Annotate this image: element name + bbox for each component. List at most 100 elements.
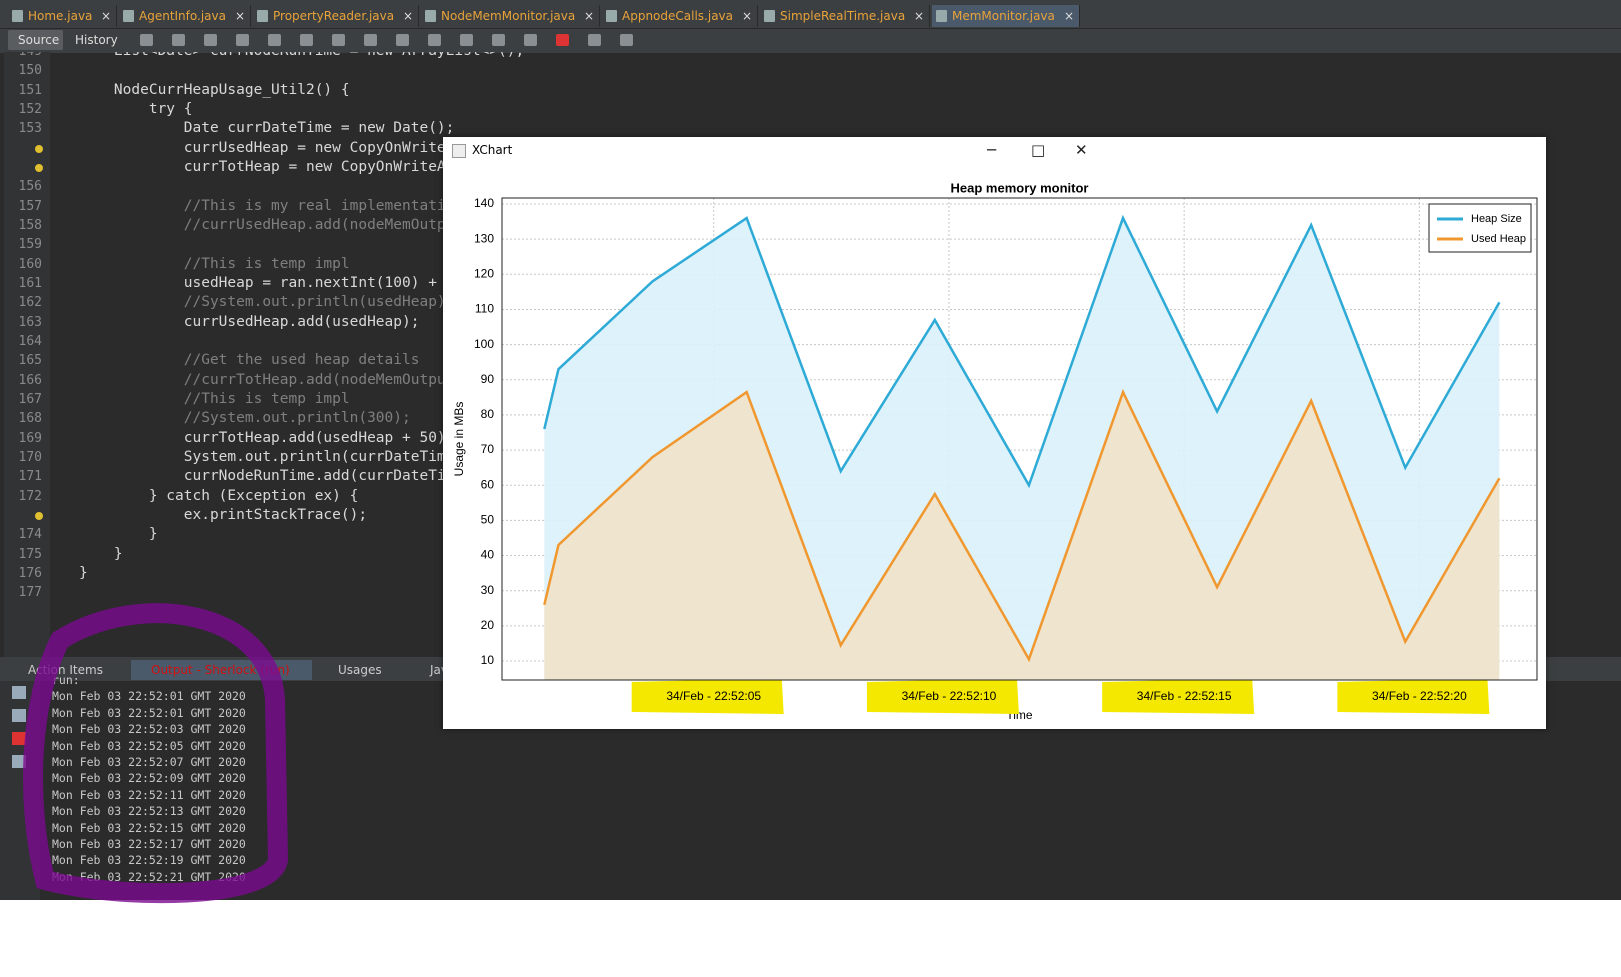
y-tick-label: 20 [481, 618, 495, 632]
tab-close: × [742, 9, 753, 23]
output-icon [12, 686, 26, 699]
line-number: 164 [18, 333, 42, 349]
source-button-bg [8, 30, 63, 50]
file-tab[interactable]: Home.java [8, 5, 118, 27]
code-line: //This is temp impl [79, 255, 350, 272]
line-number: 174 [18, 527, 42, 543]
code-line: currTotHeap.add(usedHeap + 50) [79, 429, 446, 446]
console-line: Mon Feb 03 22:52:05 GMT 2020 [52, 738, 246, 753]
toolbar-icon [140, 34, 153, 46]
x-tick-label: 34/Feb - 22:52:20 [1372, 689, 1467, 703]
code-line: currTotHeap = new CopyOnWriteA [79, 158, 446, 175]
console-line: Mon Feb 03 22:52:07 GMT 2020 [52, 755, 246, 769]
code-area: 149 List<Date> currNodeRunTime = new Arr… [0, 52, 1621, 657]
line-number: 170 [18, 449, 42, 465]
legend-label: Used Heap [1471, 233, 1526, 245]
line-number: 160 [18, 256, 42, 272]
y-tick-label: 130 [474, 231, 494, 245]
x-tick-label: 34/Feb - 22:52:10 [902, 689, 997, 703]
series-line [543, 388, 1501, 663]
line-number: 161 [18, 275, 42, 291]
file-tab[interactable]: NodeMemMonitor.java [421, 5, 601, 27]
output-icon [12, 732, 26, 745]
code-line: currUsedHeap.add(usedHeap); [79, 313, 420, 330]
output-tab[interactable]: Usages [318, 660, 404, 680]
output-icon [12, 755, 26, 768]
line-number: 157 [18, 198, 42, 214]
file-tab[interactable]: AppnodeCalls.java [602, 5, 758, 27]
line-number: 153 [18, 121, 42, 137]
y-axis-label: Usage in MBs [452, 402, 466, 477]
y-tick-label: 10 [481, 653, 495, 667]
tab-close: × [101, 9, 112, 23]
code-line: //This is my real implementati [79, 197, 446, 214]
tab-icon [12, 10, 23, 22]
line-number: 166 [18, 372, 42, 388]
x-tick-label: 34/Feb - 22:52:15 [1137, 689, 1232, 703]
tab-close: × [1064, 9, 1075, 23]
toolbar-icon [620, 34, 633, 46]
legend-box [1428, 203, 1532, 253]
toolbar-icon [236, 34, 249, 46]
line-number: 176 [18, 565, 42, 581]
highlight [1102, 678, 1255, 714]
console-line: Mon Feb 03 22:52:13 GMT 2020 [52, 804, 246, 819]
code-line: List<Date> currNodeRunTime = new ArrayLi… [79, 52, 524, 61]
minimize-button[interactable]: ─ [987, 141, 997, 159]
code-line: //System.out.println(300); [79, 410, 411, 427]
file-tab[interactable]: PropertyReader.java [253, 5, 420, 27]
history-button[interactable]: History [75, 33, 118, 47]
tab-close: × [403, 9, 414, 23]
code-line: System.out.println(currDateTim [79, 448, 446, 465]
console-line: Mon Feb 03 22:52:19 GMT 2020 [52, 853, 246, 868]
y-tick-label: 110 [475, 302, 494, 316]
y-tick-label: 80 [481, 407, 495, 421]
xchart-window: XChart ─ □ ✕ Heap memory monitor Time Usage in… [443, 137, 1546, 729]
toolbar-icon [524, 34, 537, 46]
line-number: 159 [18, 237, 42, 253]
plot-frame [501, 197, 1538, 681]
code-line: //currUsedHeap.add(nodeMemOutp [79, 216, 446, 233]
code-line: } catch (Exception ex) { [79, 487, 359, 504]
tab-icon [936, 10, 947, 22]
file-tab[interactable]: MemMonitor.java [932, 5, 1080, 27]
toolbar-icon [588, 34, 601, 46]
output-tab[interactable]: Output - Sherlock (run) [131, 660, 312, 680]
console-line: run: [52, 673, 80, 687]
tab-close: × [914, 9, 925, 23]
code-line: NodeCurrHeapUsage_Util2() { [79, 81, 350, 98]
tab-close: × [584, 9, 595, 23]
highlight [866, 678, 1019, 714]
file-tab[interactable]: AgentInfo.java [119, 5, 251, 27]
toolbar-icon [172, 34, 185, 46]
maximize-button[interactable]: □ [1031, 141, 1046, 159]
code-line: ex.printStackTrace(); [79, 506, 368, 523]
y-tick-label: 60 [481, 477, 495, 491]
line-number: 151 [18, 82, 42, 98]
console-line: Mon Feb 03 22:52:15 GMT 2020 [52, 820, 246, 835]
hint-icon [35, 163, 43, 172]
area-fill [544, 392, 1500, 680]
code-line: } [79, 545, 123, 562]
toolbar-icon [268, 34, 281, 46]
x-tick-label: 34/Feb - 22:52:05 [666, 689, 761, 703]
tab-icon [257, 10, 268, 22]
source-button[interactable]: Source [18, 33, 60, 47]
line-number: 149 [4, 52, 42, 61]
code-line: } [79, 526, 158, 543]
file-tab[interactable]: SimpleRealTime.java [760, 5, 931, 27]
console-line: Mon Feb 03 22:52:17 GMT 2020 [52, 837, 246, 851]
code-line: } [79, 564, 88, 581]
line-number: 167 [18, 391, 42, 407]
close-button[interactable]: ✕ [1075, 141, 1088, 159]
line-number: 168 [18, 411, 42, 427]
line-number: 150 [18, 63, 42, 79]
toolbar-icon [300, 34, 313, 46]
code-line: currUsedHeap = new CopyOnWrite [79, 139, 446, 156]
tab-icon [764, 10, 775, 22]
hint-icon [35, 144, 43, 153]
toolbar-icon [428, 34, 441, 46]
legend-label: Heap Size [1471, 213, 1522, 225]
toolbar-icon [492, 34, 505, 46]
